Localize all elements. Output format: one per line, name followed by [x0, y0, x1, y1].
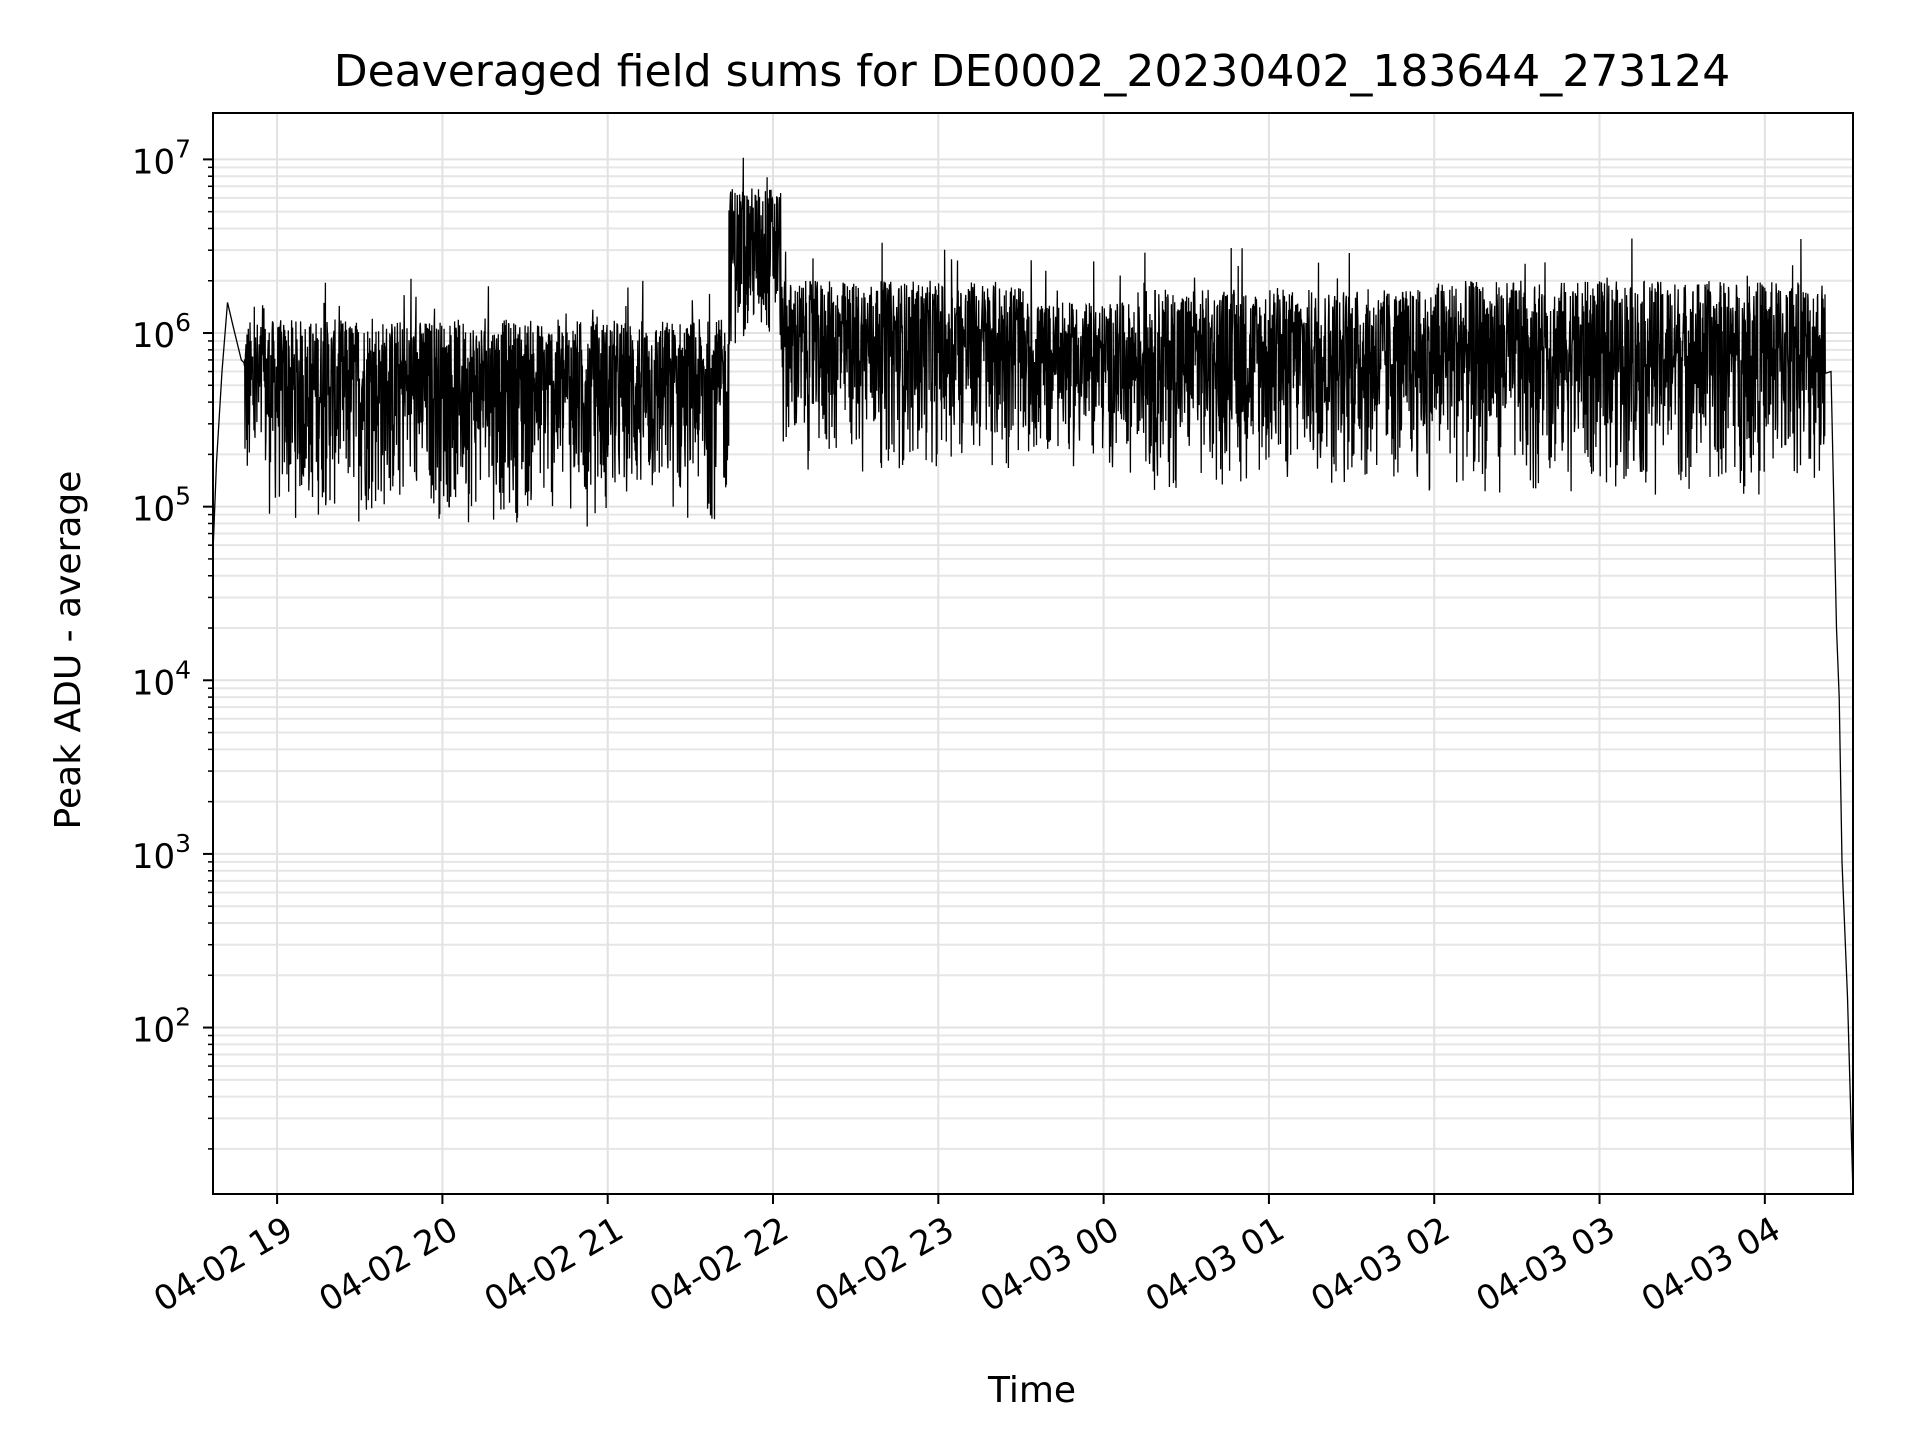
- x-tick-label: 04-03 03: [1470, 1209, 1622, 1320]
- x-tick-label: 04-02 23: [808, 1209, 960, 1320]
- y-tick-label: 106: [132, 308, 191, 356]
- series-line: [212, 157, 1854, 1195]
- y-tick-label: 104: [132, 655, 191, 703]
- x-tick-label: 04-02 21: [478, 1209, 630, 1320]
- x-tick-label: 04-03 01: [1139, 1209, 1291, 1320]
- y-tick-label: 105: [132, 482, 191, 530]
- x-tick-label: 04-03 04: [1635, 1209, 1787, 1320]
- y-tick-label: 102: [132, 1003, 191, 1051]
- data-layer: [212, 157, 1854, 1195]
- grid: [213, 113, 1853, 1194]
- x-tick-label: 04-02 19: [147, 1209, 299, 1320]
- x-tick-label: 04-03 00: [974, 1209, 1126, 1320]
- y-tick-label: 103: [132, 829, 191, 877]
- y-tick-label: 107: [132, 134, 191, 182]
- x-tick-label: 04-02 22: [643, 1209, 795, 1320]
- x-axis-label: Time: [987, 1370, 1076, 1411]
- y-axis-label: Peak ADU - average: [48, 471, 89, 830]
- plot-area-frame: [212, 112, 1854, 1195]
- chart-title: Deaveraged field sums for DE0002_2023040…: [334, 46, 1731, 97]
- x-tick-label: 04-02 20: [313, 1209, 465, 1320]
- x-tick-label: 04-03 02: [1304, 1209, 1456, 1320]
